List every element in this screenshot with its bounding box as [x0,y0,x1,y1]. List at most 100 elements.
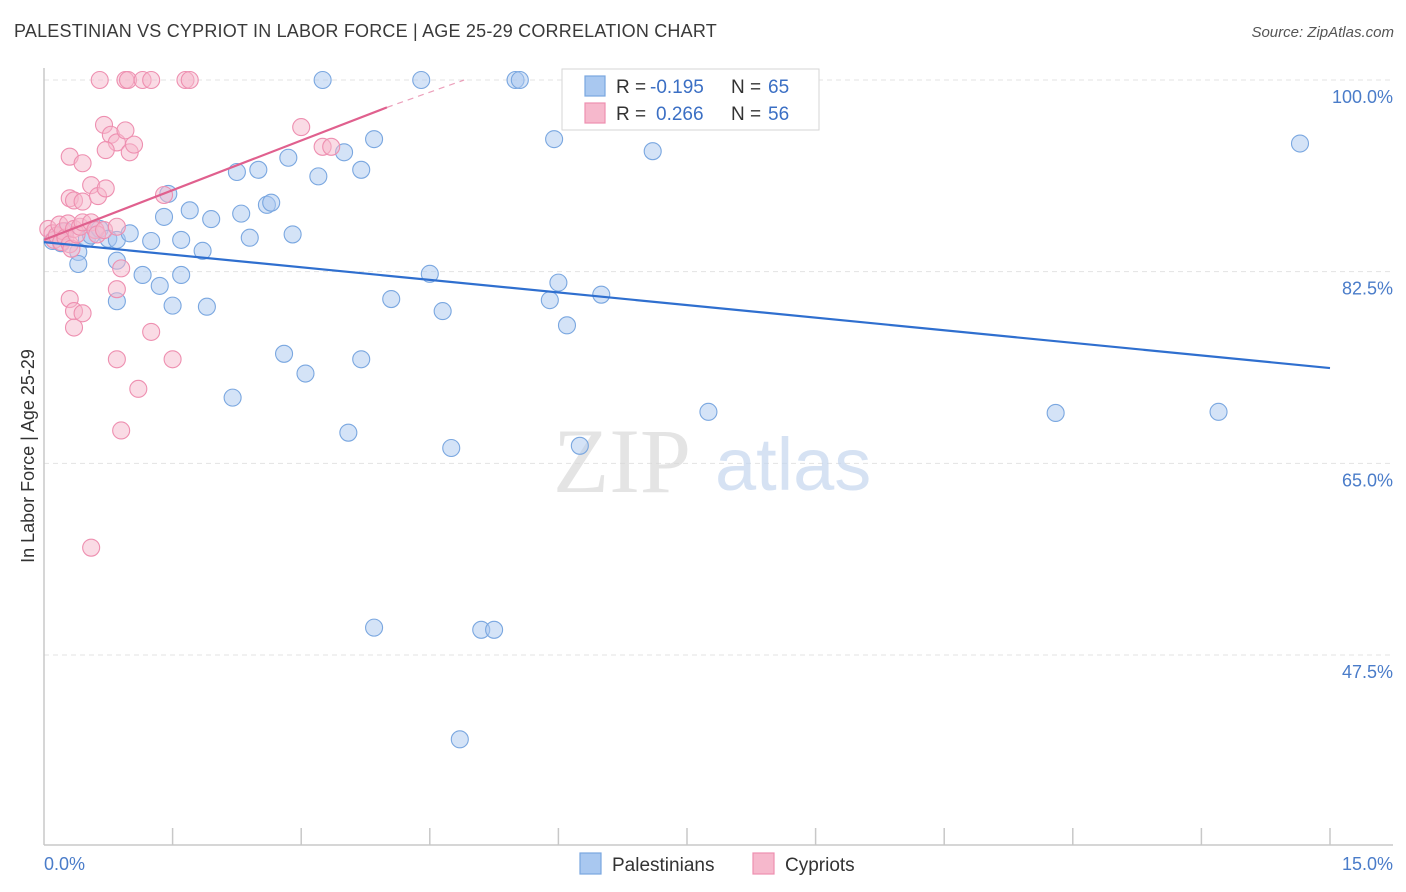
point-cypriots-32 [116,121,135,140]
point-palestinians-53 [1046,403,1065,423]
point-palestinians-25 [279,148,298,167]
point-palestinians-49 [339,423,358,442]
point-palestinians-58 [450,730,469,749]
y-tick-label-1: 82.5% [1342,279,1393,299]
point-cypriots-56 [112,421,131,440]
point-palestinians-46 [296,364,315,383]
point-palestinians-63 [545,130,564,149]
point-cypriots-51 [64,318,84,337]
point-palestinians-42 [540,291,559,310]
trend-lines [43,79,1331,370]
point-palestinians-51 [570,436,589,455]
point-palestinians-39 [197,297,216,316]
watermark-zip: ZIP [553,410,691,512]
point-palestinians-47 [352,350,371,369]
y-tick-labels: 100.0% 82.5% 65.0% 47.5% [1332,87,1393,682]
point-palestinians-64 [643,142,662,161]
point-cypriots-28 [73,154,92,173]
point-cypriots-47 [107,280,126,299]
point-palestinians-55 [365,618,384,637]
point-palestinians-48 [223,388,242,407]
point-palestinians-34 [150,276,169,295]
series-cypriots [39,70,341,557]
x-tick-label-min: 0.0% [44,854,85,874]
series-legend-swatch-cypriots [752,852,775,875]
trend-line-cypriots [43,106,388,241]
legend-r-label-pink: R = [616,104,646,125]
point-palestinians-65 [1290,134,1310,153]
x-tick-marks [171,828,1331,845]
legend-r-label-blue: R = [616,77,646,98]
y-axis-label: In Labor Force | Age 25-29 [18,349,38,563]
point-cypriots-39 [90,70,109,90]
point-palestinians-54 [1209,402,1228,421]
point-cypriots-45 [180,70,199,90]
series-legend-swatch-palestinians [579,852,602,875]
point-palestinians-11 [142,231,161,251]
point-palestinians-36 [549,273,568,292]
point-palestinians-17 [180,201,199,220]
point-cypriots-36 [292,118,311,137]
point-palestinians-41 [433,302,452,321]
trend-line-palestinians [43,241,1331,370]
point-palestinians-38 [163,296,182,315]
point-palestinians-60 [412,70,431,90]
point-cypriots-25 [107,217,126,236]
point-palestinians-43 [592,285,611,304]
watermark-atlas: atlas [715,423,871,506]
point-palestinians-18 [202,210,221,229]
point-palestinians-28 [352,160,371,179]
point-cypriots-52 [142,322,161,341]
legend-r-value-blue: -0.195 [650,77,704,98]
legend-swatch-blue [584,75,606,97]
point-palestinians-30 [69,254,88,274]
y-tick-label-0: 100.0% [1332,87,1393,107]
point-cypriots-54 [163,350,182,369]
point-palestinians-19 [232,204,251,223]
gridlines [44,79,1393,656]
series-legend-label-cypriots: Cypriots [785,855,855,876]
point-palestinians-62 [510,70,529,90]
point-cypriots-24 [96,179,115,198]
legend-swatch-pink [584,102,606,124]
x-tick-label-max: 15.0% [1342,854,1393,874]
point-palestinians-32 [133,265,152,285]
series-legend: Palestinians Cypriots [579,852,855,876]
point-palestinians-50 [442,438,461,458]
point-cypriots-55 [129,379,148,398]
point-cypriots-21 [73,192,92,211]
chart-title: PALESTINIAN VS CYPRIOT IN LABOR FORCE | … [14,21,717,41]
point-palestinians-44 [557,316,577,335]
trend-line-extension-cypriots [386,79,465,108]
point-palestinians-35 [420,264,439,283]
point-cypriots-35 [124,135,144,154]
point-palestinians-52 [699,402,718,421]
point-palestinians-33 [172,265,191,285]
point-palestinians-57 [485,620,504,639]
point-cypriots-57 [82,538,101,557]
legend-n-value-pink: 56 [768,104,789,125]
point-palestinians-26 [309,167,328,186]
point-palestinians-45 [275,344,294,363]
legend-r-value-pink: 0.266 [656,104,704,125]
point-palestinians-14 [240,228,259,247]
point-cypriots-53 [107,350,126,369]
legend-n-value-blue: 65 [768,77,789,98]
y-tick-label-2: 65.0% [1342,470,1393,490]
legend-n-label-blue: N = [731,77,761,98]
source-label: Source: ZipAtlas.com [1251,24,1394,41]
stats-legend: R = -0.195 N = 65 R = 0.266 N = 56 [561,68,820,131]
point-cypriots-38 [322,137,341,156]
legend-n-label-pink: N = [731,104,761,125]
point-cypriots-33 [96,141,115,160]
point-palestinians-15 [283,225,302,244]
point-palestinians-21 [262,193,281,212]
point-cypriots-43 [142,70,161,90]
point-cypriots-46 [112,259,131,278]
point-palestinians-12 [172,230,191,249]
point-palestinians-16 [154,207,174,226]
point-cypriots-50 [73,304,92,323]
point-palestinians-40 [382,289,401,309]
series-legend-label-palestinians: Palestinians [612,855,714,876]
